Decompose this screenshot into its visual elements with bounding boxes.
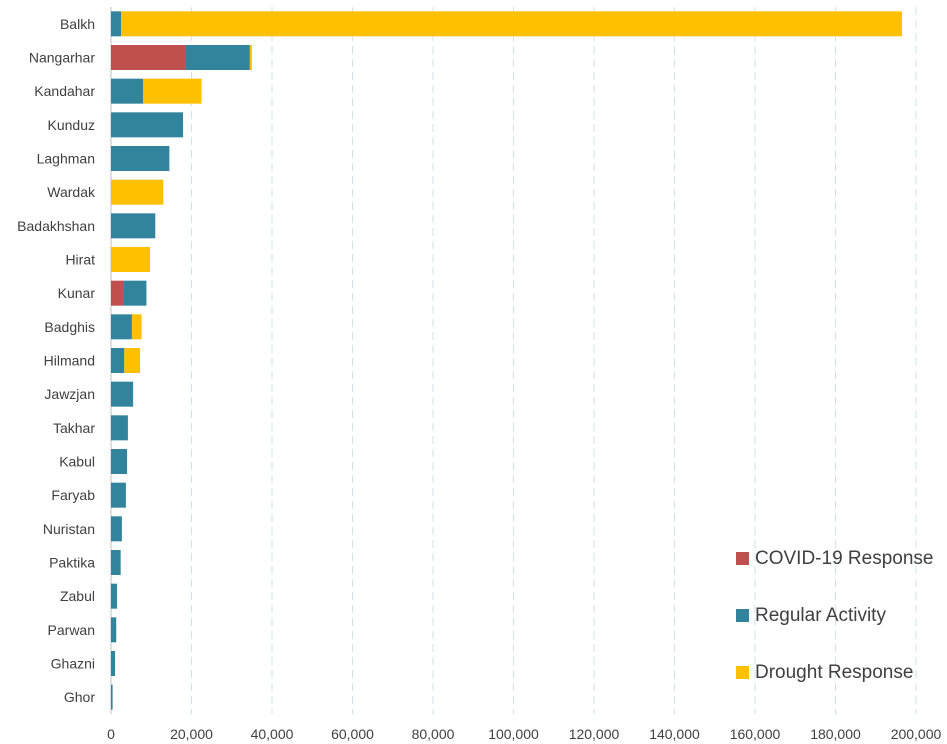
- legend-label-covid: COVID-19 Response: [755, 547, 934, 569]
- bar-segment: [121, 11, 902, 37]
- category-label: Badghis: [44, 319, 95, 335]
- bar-segment: [111, 45, 186, 70]
- bar-segment: [111, 11, 122, 37]
- bar-segment: [111, 78, 144, 104]
- bar-segment: [111, 179, 164, 205]
- x-tick-label: 200,000: [891, 726, 942, 742]
- bar-segment: [111, 146, 170, 171]
- bar-segment: [185, 45, 250, 70]
- bar-segment: [111, 381, 134, 407]
- category-label: Badakhshan: [17, 218, 95, 234]
- bar-segment: [111, 651, 116, 676]
- x-tick-label: 120,000: [569, 726, 620, 742]
- legend: COVID-19 Response Regular Activity Droug…: [736, 530, 941, 701]
- category-label: Zabul: [60, 588, 95, 604]
- legend-swatch-regular: [736, 609, 749, 622]
- x-tick-label: 40,000: [251, 726, 294, 742]
- legend-swatch-covid: [736, 552, 749, 565]
- legend-item-covid: COVID-19 Response: [736, 530, 941, 587]
- bar-segment: [143, 78, 202, 104]
- category-label: Faryab: [51, 487, 95, 503]
- category-label: Laghman: [37, 151, 95, 167]
- bar-segment: [111, 482, 126, 508]
- category-label: Hilmand: [44, 353, 95, 369]
- category-label: Kunduz: [48, 117, 95, 133]
- bar-segment: [111, 684, 113, 710]
- category-label: Paktika: [49, 555, 95, 571]
- legend-label-drought: Drought Response: [755, 661, 914, 683]
- category-labels: Balkh Nangarhar Kandahar Kunduz Laghman Warda…: [17, 16, 96, 705]
- category-label: Parwan: [48, 622, 95, 638]
- legend-item-regular: Regular Activity: [736, 587, 941, 644]
- bar-segment: [249, 45, 252, 70]
- category-label: Ghazni: [51, 656, 95, 672]
- bar-segment: [111, 550, 121, 575]
- x-tick-label: 180,000: [810, 726, 861, 742]
- x-tick-label: 0: [107, 726, 115, 742]
- bar-segment: [111, 415, 128, 441]
- bar-segment: [111, 449, 128, 474]
- legend-label-regular: Regular Activity: [755, 604, 886, 626]
- x-tick-label: 80,000: [412, 726, 455, 742]
- category-label: Kunar: [58, 285, 96, 301]
- bar-segment: [111, 247, 151, 272]
- x-tick-labels: 0 20,000 40,000 60,000 80,000 100,000 120,000 1…: [107, 726, 941, 742]
- category-label: Nangarhar: [29, 50, 95, 66]
- category-label: Kandahar: [34, 83, 95, 99]
- bar-segment: [111, 280, 124, 306]
- category-label: Ghor: [64, 689, 95, 705]
- category-label: Kabul: [59, 454, 95, 470]
- legend-swatch-drought: [736, 666, 749, 679]
- bar-segment: [123, 280, 147, 306]
- category-label: Nuristan: [43, 521, 95, 537]
- category-label: Balkh: [60, 16, 95, 32]
- category-label: Jawzjan: [44, 386, 95, 402]
- bar-segment: [111, 112, 184, 138]
- category-label: Wardak: [47, 184, 96, 200]
- bar-segment: [131, 314, 142, 340]
- category-label: Takhar: [53, 420, 95, 436]
- gridlines: [191, 7, 917, 714]
- x-tick-label: 20,000: [170, 726, 213, 742]
- bar-segment: [124, 348, 140, 373]
- bar-segment: [111, 617, 117, 643]
- category-label: Hirat: [65, 252, 95, 268]
- bar-segment: [111, 583, 118, 609]
- x-tick-label: 140,000: [649, 726, 700, 742]
- x-tick-label: 160,000: [730, 726, 781, 742]
- bar-segment: [111, 314, 132, 340]
- legend-item-drought: Drought Response: [736, 644, 941, 701]
- bar-segment: [111, 213, 156, 239]
- x-tick-label: 60,000: [331, 726, 374, 742]
- bar-segment: [111, 348, 125, 373]
- bars: [111, 11, 902, 710]
- bar-segment: [111, 516, 122, 542]
- x-tick-label: 100,000: [488, 726, 539, 742]
